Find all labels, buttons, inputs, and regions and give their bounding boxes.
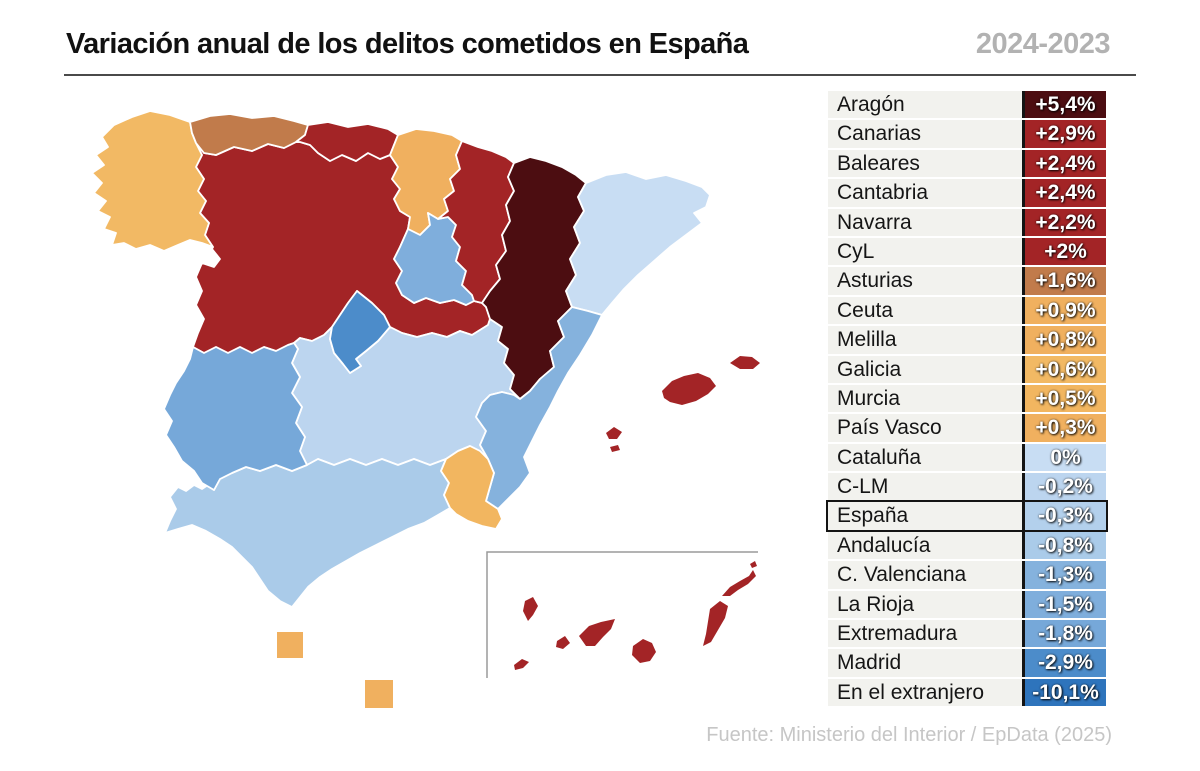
region-label: Navarra xyxy=(828,208,1022,236)
map-region-murcia: Murcia +0,5% xyxy=(440,445,503,530)
table-row: Canarias +2,9% xyxy=(828,120,1106,148)
period-label: 2024-2023 xyxy=(975,28,1111,60)
region-label: C. Valenciana xyxy=(828,561,1022,589)
map-region-madrid: Madrid -2,9% xyxy=(329,290,391,374)
region-value-badge: -0,2% xyxy=(1022,473,1106,501)
map-region-canarias: Canarias +2,9% xyxy=(514,561,757,670)
region-label: País Vasco xyxy=(828,414,1022,442)
canary-inset-box xyxy=(486,551,758,678)
table-row: Aragón +5,4% xyxy=(828,91,1106,119)
region-value-badge: -1,5% xyxy=(1022,590,1106,619)
region-label: España xyxy=(828,502,1022,530)
table-row: País Vasco +0,3% xyxy=(828,414,1106,442)
table-row: C-LM -0,2% xyxy=(828,473,1106,501)
map-region-extremadura: Extremadura -1,8% xyxy=(163,342,308,491)
table-row: La Rioja -1,5% xyxy=(828,590,1106,619)
map-region-ceuta: Ceuta +0,9% xyxy=(277,632,303,658)
table-row: Asturias +1,6% xyxy=(828,267,1106,295)
region-value-badge: +0,6% xyxy=(1022,355,1106,383)
region-label: Murcia xyxy=(828,384,1022,413)
region-label: Ceuta xyxy=(828,296,1022,325)
region-label: Galicia xyxy=(828,355,1022,383)
table-row: Cataluña 0% xyxy=(828,443,1106,472)
map-region-melilla: Melilla +0,8% xyxy=(365,680,393,708)
region-value-badge: +0,9% xyxy=(1022,296,1106,325)
map-region-baleares: Baleares +2,4% xyxy=(606,356,760,452)
region-label: En el extranjero xyxy=(828,678,1022,707)
map-svg: CyL +2%C-LM -0,2%Andalucía -0,8%Extremad… xyxy=(91,110,760,708)
region-label: C-LM xyxy=(828,473,1022,501)
table-row: C. Valenciana -1,3% xyxy=(828,561,1106,589)
spain-choropleth-map: CyL +2%C-LM -0,2%Andalucía -0,8%Extremad… xyxy=(62,95,822,715)
region-value-badge: -1,8% xyxy=(1022,620,1106,648)
region-value-badge: +0,5% xyxy=(1022,384,1106,413)
region-label: Asturias xyxy=(828,267,1022,295)
table-row: Cantabria +2,4% xyxy=(828,179,1106,207)
region-value-badge: +5,4% xyxy=(1022,91,1106,119)
source-credit: Fuente: Ministerio del Interior / EpData… xyxy=(706,724,1112,746)
table-row: Navarra +2,2% xyxy=(828,208,1106,236)
table-row: Madrid -2,9% xyxy=(828,649,1106,677)
region-value-badge: +1,6% xyxy=(1022,267,1106,295)
region-label: Aragón xyxy=(828,91,1022,119)
title-divider xyxy=(64,74,1136,76)
region-value-badge: +2% xyxy=(1022,237,1106,266)
table-row: Andalucía -0,8% xyxy=(828,531,1106,560)
table-row: Melilla +0,8% xyxy=(828,326,1106,354)
region-value-badge: +2,9% xyxy=(1022,120,1106,148)
table-row: Murcia +0,5% xyxy=(828,384,1106,413)
map-region-asturias: Asturias +1,6% xyxy=(189,113,309,156)
region-label: Madrid xyxy=(828,649,1022,677)
region-value-badge: -0,3% xyxy=(1022,502,1106,530)
region-value-badge: +0,3% xyxy=(1022,414,1106,442)
region-value-badge: -1,3% xyxy=(1022,561,1106,589)
map-region-galicia: Galicia +0,6% xyxy=(91,110,214,252)
region-label: Melilla xyxy=(828,326,1022,354)
region-value-badge: +2,2% xyxy=(1022,208,1106,236)
table-row: España -0,3% xyxy=(828,502,1106,530)
region-value-badge: +2,4% xyxy=(1022,179,1106,207)
region-label: Andalucía xyxy=(828,531,1022,560)
table-row: En el extranjero -10,1% xyxy=(828,678,1106,707)
region-value-badge: +0,8% xyxy=(1022,326,1106,354)
page-title: Variación anual de los delitos cometidos… xyxy=(66,28,749,60)
table-row: Ceuta +0,9% xyxy=(828,296,1106,325)
region-label: Extremadura xyxy=(828,620,1022,648)
map-region-andalucia: Andalucía -0,8% xyxy=(164,458,451,608)
region-label: Cataluña xyxy=(828,443,1022,472)
region-label: Cantabria xyxy=(828,179,1022,207)
table-row: Baleares +2,4% xyxy=(828,149,1106,178)
region-value-badge: -0,8% xyxy=(1022,531,1106,560)
region-values-table: Aragón +5,4% Canarias +2,9% Baleares +2,4% Can… xyxy=(828,91,1106,708)
table-row: Extremadura -1,8% xyxy=(828,620,1106,648)
map-region-cataluna: Cataluña 0% xyxy=(565,171,711,316)
region-value-badge: 0% xyxy=(1022,443,1106,472)
region-label: Canarias xyxy=(828,120,1022,148)
region-value-badge: -10,1% xyxy=(1022,678,1106,707)
region-label: La Rioja xyxy=(828,590,1022,619)
table-row: Galicia +0,6% xyxy=(828,355,1106,383)
table-row: CyL +2% xyxy=(828,237,1106,266)
region-label: CyL xyxy=(828,237,1022,266)
region-value-badge: -2,9% xyxy=(1022,649,1106,677)
map-region-cantabria: Cantabria +2,4% xyxy=(295,121,399,162)
region-label: Baleares xyxy=(828,149,1022,178)
region-value-badge: +2,4% xyxy=(1022,149,1106,178)
